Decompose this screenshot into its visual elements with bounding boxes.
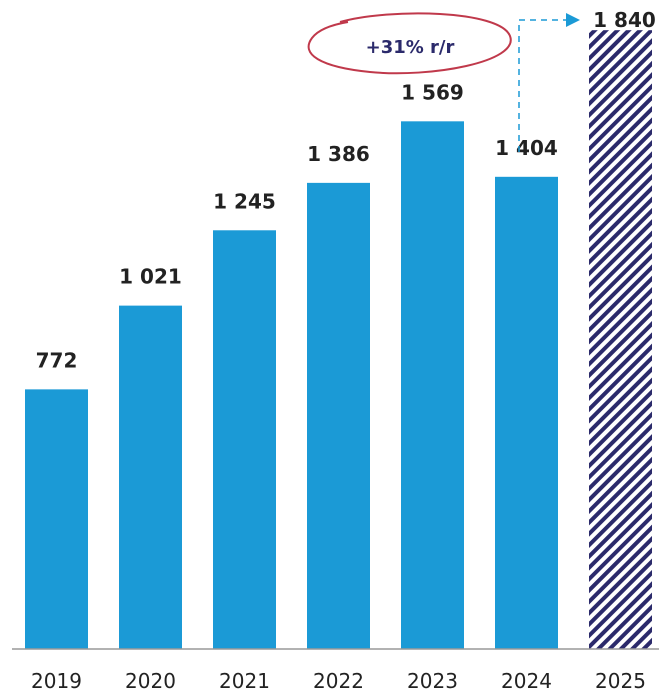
- x-tick-2025: 2025: [595, 669, 646, 693]
- bar-2019: [25, 389, 88, 649]
- bar-2022: [307, 182, 370, 649]
- value-labels-group: 772 1 021 1 245 1 386 1 569 1 404 1 840: [36, 8, 656, 372]
- x-tick-2021: 2021: [219, 669, 270, 693]
- callout-ellipse: [307, 12, 512, 75]
- value-label-2023: 1 569: [401, 80, 464, 104]
- value-label-2019: 772: [36, 348, 78, 372]
- x-tick-2019: 2019: [31, 669, 82, 693]
- bar-2025: [589, 30, 652, 649]
- x-tick-2022: 2022: [313, 669, 364, 693]
- growth-callout: +31% r/r: [307, 12, 512, 75]
- callout-text: +31% r/r: [366, 37, 455, 58]
- forecast-arrow-line: [518, 19, 566, 152]
- x-tick-2020: 2020: [125, 669, 176, 693]
- value-label-2020: 1 021: [119, 265, 182, 289]
- bar-2024: [495, 176, 558, 650]
- bar-2020: [119, 305, 182, 649]
- forecast-arrow-head: [566, 13, 580, 27]
- x-axis-ticks-group: 2019 2020 2021 2022 2023 2024 2025: [31, 669, 646, 693]
- bars-group: [25, 30, 652, 650]
- x-tick-2024: 2024: [501, 669, 552, 693]
- forecast-arrow: [518, 13, 580, 152]
- value-label-2025: 1 840: [593, 8, 656, 32]
- x-tick-2023: 2023: [407, 669, 458, 693]
- bar-2021: [213, 230, 276, 649]
- bar-2023: [401, 121, 464, 649]
- value-label-2024: 1 404: [495, 136, 558, 160]
- value-label-2021: 1 245: [213, 189, 276, 213]
- value-label-2022: 1 386: [307, 142, 370, 166]
